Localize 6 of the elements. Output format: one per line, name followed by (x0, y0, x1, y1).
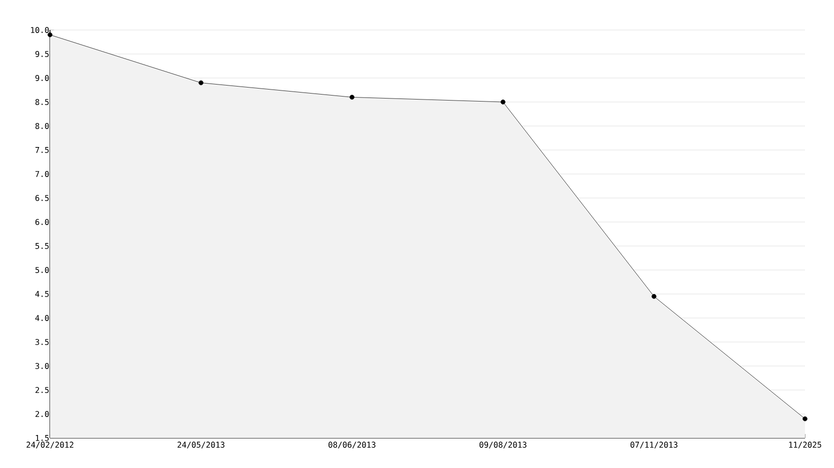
point (198, 80, 204, 86)
point (48, 32, 52, 38)
point (500, 100, 506, 104)
point (802, 416, 808, 422)
point (652, 294, 656, 299)
point (350, 94, 354, 100)
